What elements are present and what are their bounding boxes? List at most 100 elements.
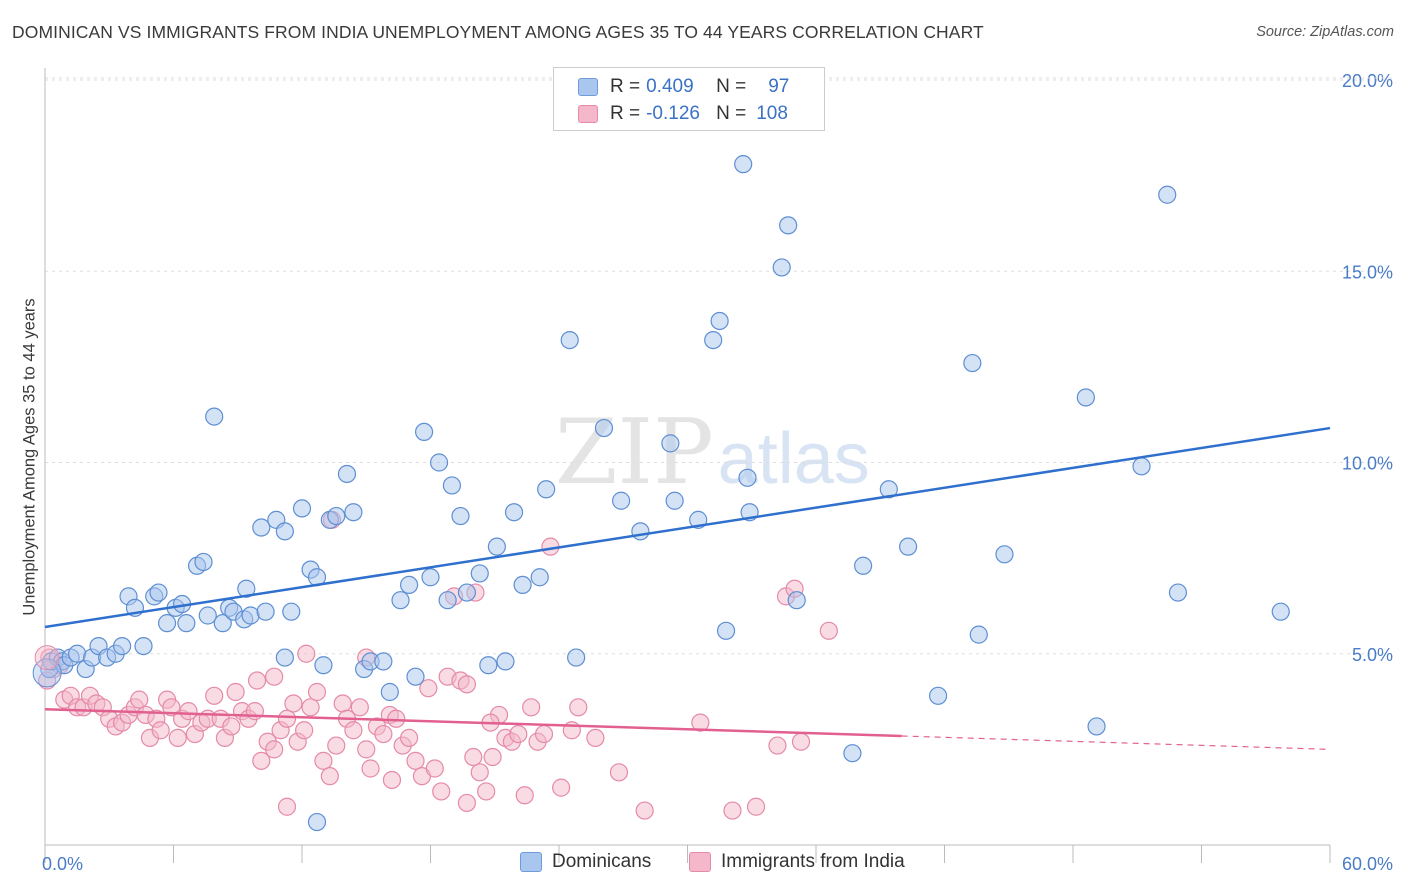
dominican-point <box>787 591 806 610</box>
dominican-point <box>594 418 614 438</box>
dominican-point <box>665 491 684 510</box>
source-credit: Source: ZipAtlas.com <box>1256 24 1394 40</box>
legend-swatch-pink <box>689 852 711 872</box>
india-point <box>179 702 198 721</box>
india-point <box>768 736 787 755</box>
legend-item-india[interactable]: Immigrants from India <box>689 851 905 873</box>
dominican-point <box>898 537 918 556</box>
india-point <box>425 759 444 778</box>
dominican-point <box>314 656 333 675</box>
dominican-point <box>442 476 462 495</box>
dominican-point <box>567 648 586 667</box>
india-point <box>252 751 271 770</box>
series-legend: Dominicans Immigrants from India <box>0 851 1406 877</box>
dominican-point <box>380 682 399 702</box>
india-point <box>277 709 297 728</box>
legend-swatch-blue <box>520 852 542 872</box>
dominican-point <box>779 216 798 235</box>
dominican-point <box>504 503 524 522</box>
dominican-point <box>704 331 723 350</box>
dominican-point <box>963 353 982 373</box>
india-point <box>691 713 710 732</box>
legend-n-value: 97 <box>768 76 790 97</box>
india-point <box>226 682 245 702</box>
india-point <box>399 728 419 748</box>
india-point <box>534 724 554 744</box>
dominican-trend-line <box>44 426 1331 629</box>
india-point <box>314 751 333 770</box>
india-point <box>295 721 314 740</box>
india-point <box>569 698 588 717</box>
india-point <box>277 797 297 816</box>
dominican-point <box>1076 388 1095 407</box>
india-point <box>819 621 838 640</box>
dominican-point <box>414 422 434 441</box>
india-trend-line-extension <box>901 735 1331 750</box>
dominican-point <box>307 812 327 832</box>
dominican-point <box>995 545 1014 564</box>
dominican-point <box>194 552 213 572</box>
dominican-point <box>710 311 729 331</box>
dominican-point <box>177 614 196 633</box>
india-point <box>746 797 766 816</box>
india-point <box>297 644 316 663</box>
dominican-point <box>32 658 62 688</box>
legend-r-value: 0.409 <box>646 76 694 97</box>
india-point <box>419 679 438 698</box>
india-point <box>406 751 425 770</box>
india-point <box>284 694 303 713</box>
dominican-point <box>513 575 532 595</box>
india-point <box>586 728 605 748</box>
india-point <box>361 759 380 778</box>
y-tick-label: 20.0% <box>1342 71 1393 91</box>
india-point <box>477 782 496 801</box>
y-tick-label: 5.0% <box>1352 645 1393 665</box>
x-tick-label: 0.0% <box>42 854 83 874</box>
dominican-point <box>438 591 457 610</box>
legend-label-dominicans: Dominicans <box>552 851 652 872</box>
dominican-point <box>734 155 753 174</box>
dominican-point <box>1087 717 1106 736</box>
india-point <box>457 675 477 694</box>
dominican-point <box>928 686 948 705</box>
legend-n-label: N = <box>716 76 747 97</box>
india-point <box>382 770 402 790</box>
dominican-point <box>344 503 363 522</box>
dominican-point <box>327 506 346 526</box>
india-point <box>307 682 327 702</box>
legend-item-dominicans[interactable]: Dominicans <box>520 851 651 873</box>
india-point <box>327 736 346 755</box>
dominican-point <box>969 625 988 644</box>
dominican-point <box>399 575 419 595</box>
dominican-point <box>429 453 449 472</box>
dominican-point <box>479 656 498 675</box>
legend-n-value: 108 <box>756 103 788 124</box>
dominican-point <box>612 491 631 510</box>
india-point <box>483 747 502 767</box>
legend-row-india: R = -0.126 N = 108 <box>578 101 788 127</box>
india-point <box>333 694 352 713</box>
india-point <box>457 793 477 813</box>
dominican-point <box>537 480 556 499</box>
dominican-point <box>451 506 470 526</box>
dominican-point <box>391 591 410 610</box>
dominican-point <box>496 652 515 671</box>
dominican-point <box>205 407 224 426</box>
dominican-point <box>421 568 440 587</box>
chart-title: DOMINICAN VS IMMIGRANTS FROM INDIA UNEMP… <box>12 22 984 42</box>
legend-r-label: R = <box>610 76 641 97</box>
india-point <box>609 763 629 782</box>
dominican-point <box>854 556 873 575</box>
india-point <box>168 728 187 748</box>
india-trend-line <box>44 707 902 738</box>
dominican-point <box>157 614 177 633</box>
india-point <box>222 717 241 736</box>
india-point <box>320 767 339 786</box>
dominican-point <box>374 652 393 671</box>
dominican-point <box>252 518 271 537</box>
dominican-point <box>134 636 153 656</box>
legend-r-value: -0.126 <box>646 103 700 124</box>
india-point <box>130 690 149 709</box>
india-point <box>357 740 376 759</box>
